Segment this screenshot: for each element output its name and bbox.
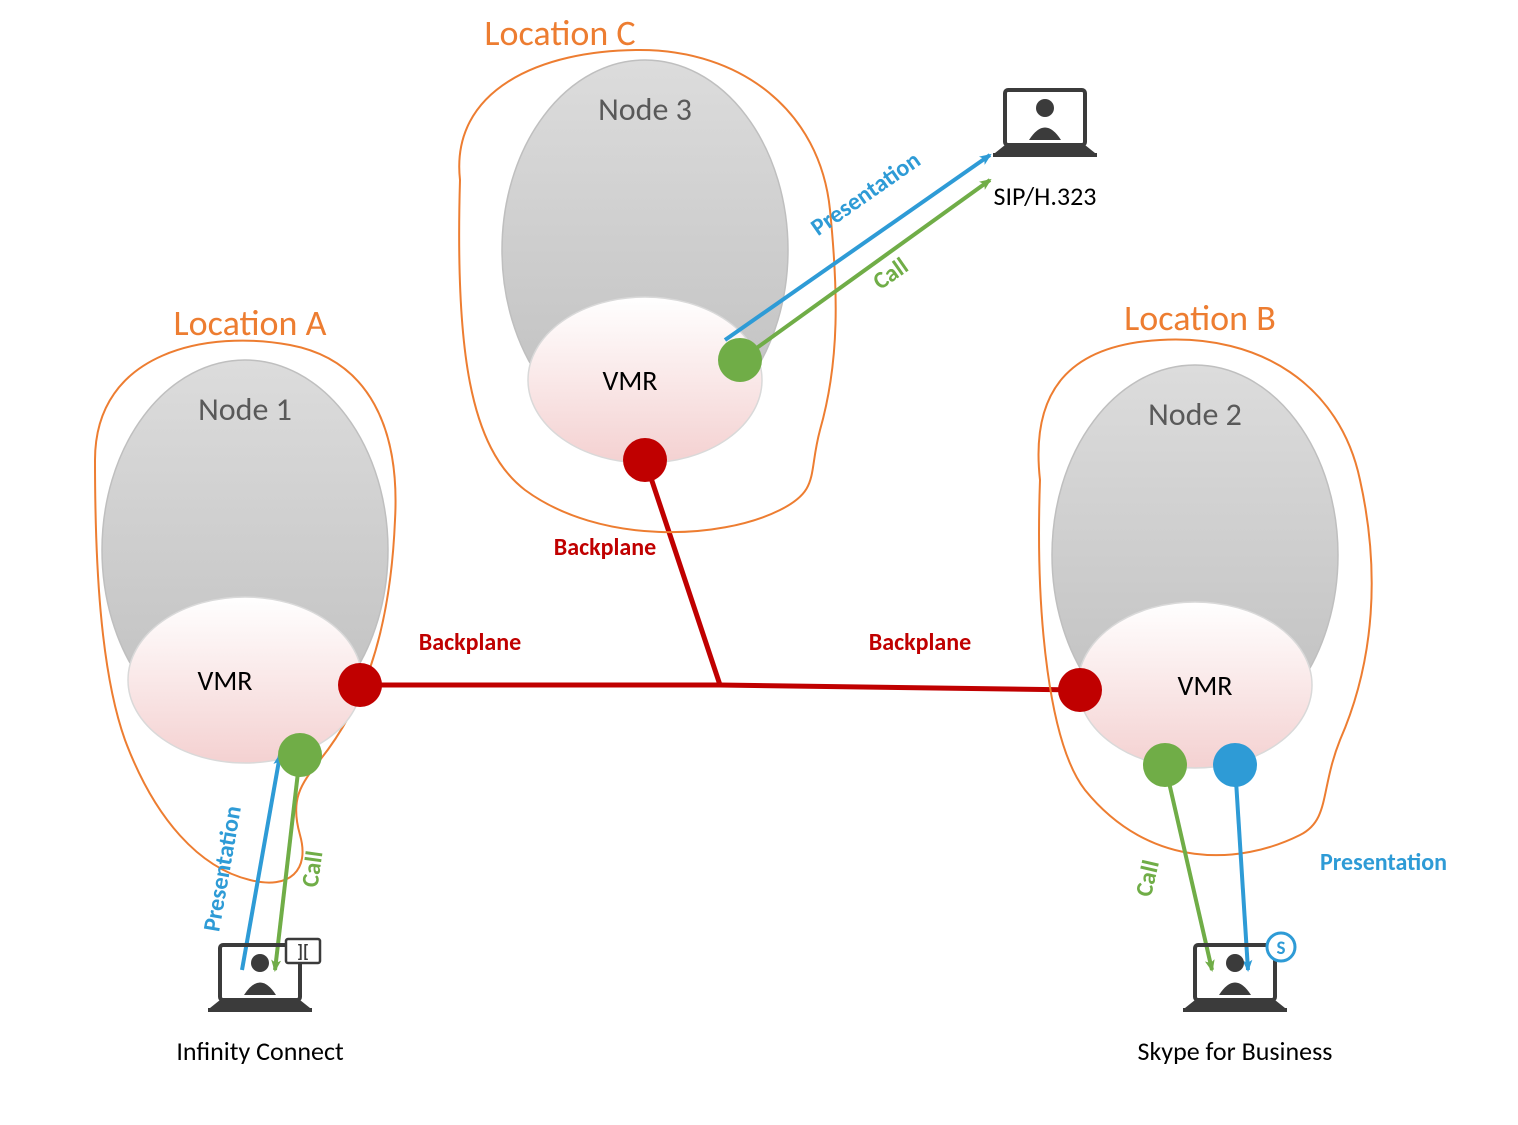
node-label-A: Node 1 bbox=[198, 390, 292, 429]
svg-text:][: ][ bbox=[297, 940, 309, 962]
laptop-icon: ][ bbox=[208, 939, 320, 1012]
svg-text:S: S bbox=[1277, 937, 1286, 960]
laptop-icon: S bbox=[1183, 933, 1295, 1012]
presentation-arrow-B bbox=[1235, 765, 1248, 970]
backplane-B bbox=[720, 685, 1080, 690]
laptop-icon bbox=[993, 90, 1097, 157]
location-title-C: Location C bbox=[484, 11, 635, 55]
call-label-A: Call bbox=[296, 849, 330, 889]
green-dot-B bbox=[1143, 743, 1187, 787]
blue-dot-B bbox=[1213, 743, 1257, 787]
vmr-label-B: VMR bbox=[1177, 668, 1232, 703]
location-title-B: Location B bbox=[1124, 296, 1276, 340]
presentation-label-C: Presentation bbox=[805, 146, 926, 243]
call-label-B: Call bbox=[1129, 857, 1165, 899]
presentation-arrow-A bbox=[242, 755, 280, 970]
backplane-label-B: Backplane bbox=[869, 628, 971, 657]
client-label-sip: SIP/H.323 bbox=[994, 180, 1097, 212]
presentation-label-A: Presentation bbox=[197, 804, 248, 934]
vmr-label-C: VMR bbox=[602, 363, 657, 398]
location-title-A: Location A bbox=[174, 301, 327, 345]
red-dot-A bbox=[338, 663, 382, 707]
call-arrow-B bbox=[1165, 765, 1212, 970]
call-label-C: Call bbox=[867, 252, 913, 297]
green-dot-C bbox=[718, 338, 762, 382]
backplane-label-C: Backplane bbox=[554, 533, 656, 562]
backplane-C bbox=[645, 460, 720, 685]
node-label-C: Node 3 bbox=[598, 90, 692, 129]
backplane-label-A: Backplane bbox=[419, 628, 521, 657]
client-label-skype: Skype for Business bbox=[1138, 1035, 1333, 1067]
red-dot-C bbox=[623, 438, 667, 482]
node-label-B: Node 2 bbox=[1148, 395, 1242, 434]
client-label-infinity: Infinity Connect bbox=[176, 1035, 344, 1067]
green-dot-A bbox=[278, 733, 322, 777]
vmr-label-A: VMR bbox=[197, 663, 252, 698]
presentation-label-B: Presentation bbox=[1320, 848, 1447, 877]
red-dot-B bbox=[1058, 668, 1102, 712]
